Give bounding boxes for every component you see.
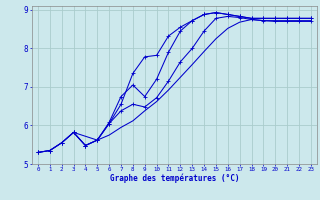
X-axis label: Graphe des températures (°C): Graphe des températures (°C): [110, 174, 239, 183]
